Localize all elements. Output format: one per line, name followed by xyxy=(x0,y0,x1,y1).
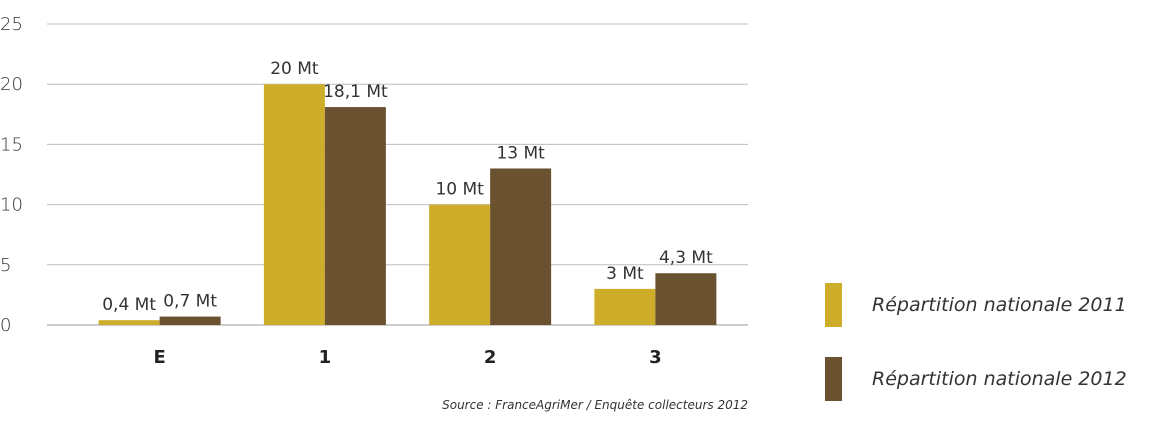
bars xyxy=(98,84,717,326)
data-label: 20 Mt xyxy=(270,59,319,79)
data-label: 0,4 Mt xyxy=(102,295,156,315)
data-label: 18,1 Mt xyxy=(323,82,388,102)
x-category-label: 2 xyxy=(484,347,497,368)
legend-label-2012: Répartition nationale 2012 xyxy=(872,368,1127,390)
x-axis-categories: E 1 2 3 xyxy=(153,347,661,368)
source-note: Source : FranceAgriMer / Enquête collect… xyxy=(442,398,748,412)
x-category-label: 3 xyxy=(649,347,662,368)
legend-label-2011: Répartition nationale 2011 xyxy=(872,294,1127,316)
legend-swatch-2012 xyxy=(825,357,842,401)
legend-swatch-2011 xyxy=(825,283,842,327)
y-tick-label: 0 xyxy=(0,315,11,336)
legend: Répartition nationale 2011 Répartition n… xyxy=(825,283,1127,431)
y-tick-label: 5 xyxy=(0,255,11,276)
x-category-label: 1 xyxy=(319,347,332,368)
y-tick-label: 15 xyxy=(0,134,23,155)
legend-item-2011: Répartition nationale 2011 xyxy=(825,283,1127,327)
bar-2011-2 xyxy=(429,204,491,325)
bar-2011-1 xyxy=(263,84,325,325)
bar-2012-1 xyxy=(324,107,386,326)
y-axis-ticks: 0 5 10 15 20 25 xyxy=(0,14,23,336)
data-label: 3 Mt xyxy=(606,264,644,284)
legend-item-2012: Répartition nationale 2012 xyxy=(825,357,1127,401)
bar-2012-E xyxy=(159,316,221,325)
data-label: 10 Mt xyxy=(435,180,484,200)
bar-2011-E xyxy=(98,320,160,325)
data-label: 4,3 Mt xyxy=(659,248,713,268)
y-tick-label: 20 xyxy=(0,74,23,95)
bar-2011-3 xyxy=(594,288,656,325)
y-tick-label: 10 xyxy=(0,195,23,216)
bar-2012-3 xyxy=(655,273,717,325)
data-label: 0,7 Mt xyxy=(163,292,217,312)
data-label: 13 Mt xyxy=(496,143,545,163)
bar-2012-2 xyxy=(490,168,552,325)
y-tick-label: 25 xyxy=(0,14,23,35)
x-category-label: E xyxy=(153,347,165,368)
